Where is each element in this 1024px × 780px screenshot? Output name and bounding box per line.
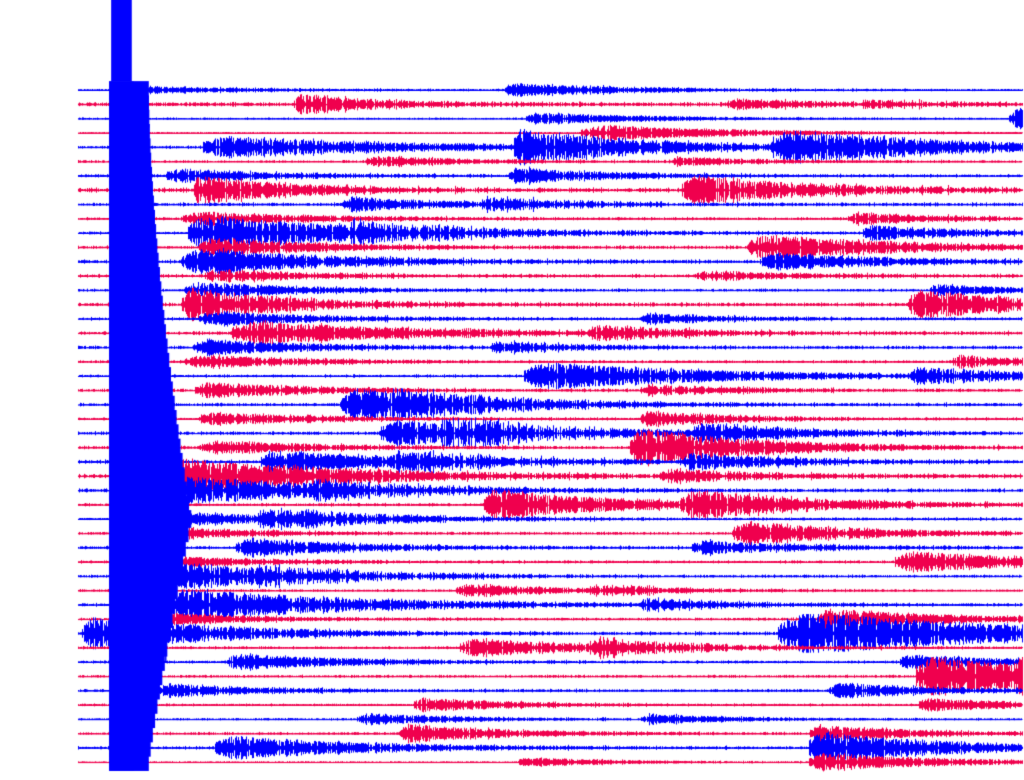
trace-plot-area	[0, 0, 1024, 780]
seismogram-traces-canvas	[0, 0, 1024, 780]
seismogram-view: HP Drosia Applied filter: WWSSN-SP 2013-…	[0, 0, 1024, 780]
